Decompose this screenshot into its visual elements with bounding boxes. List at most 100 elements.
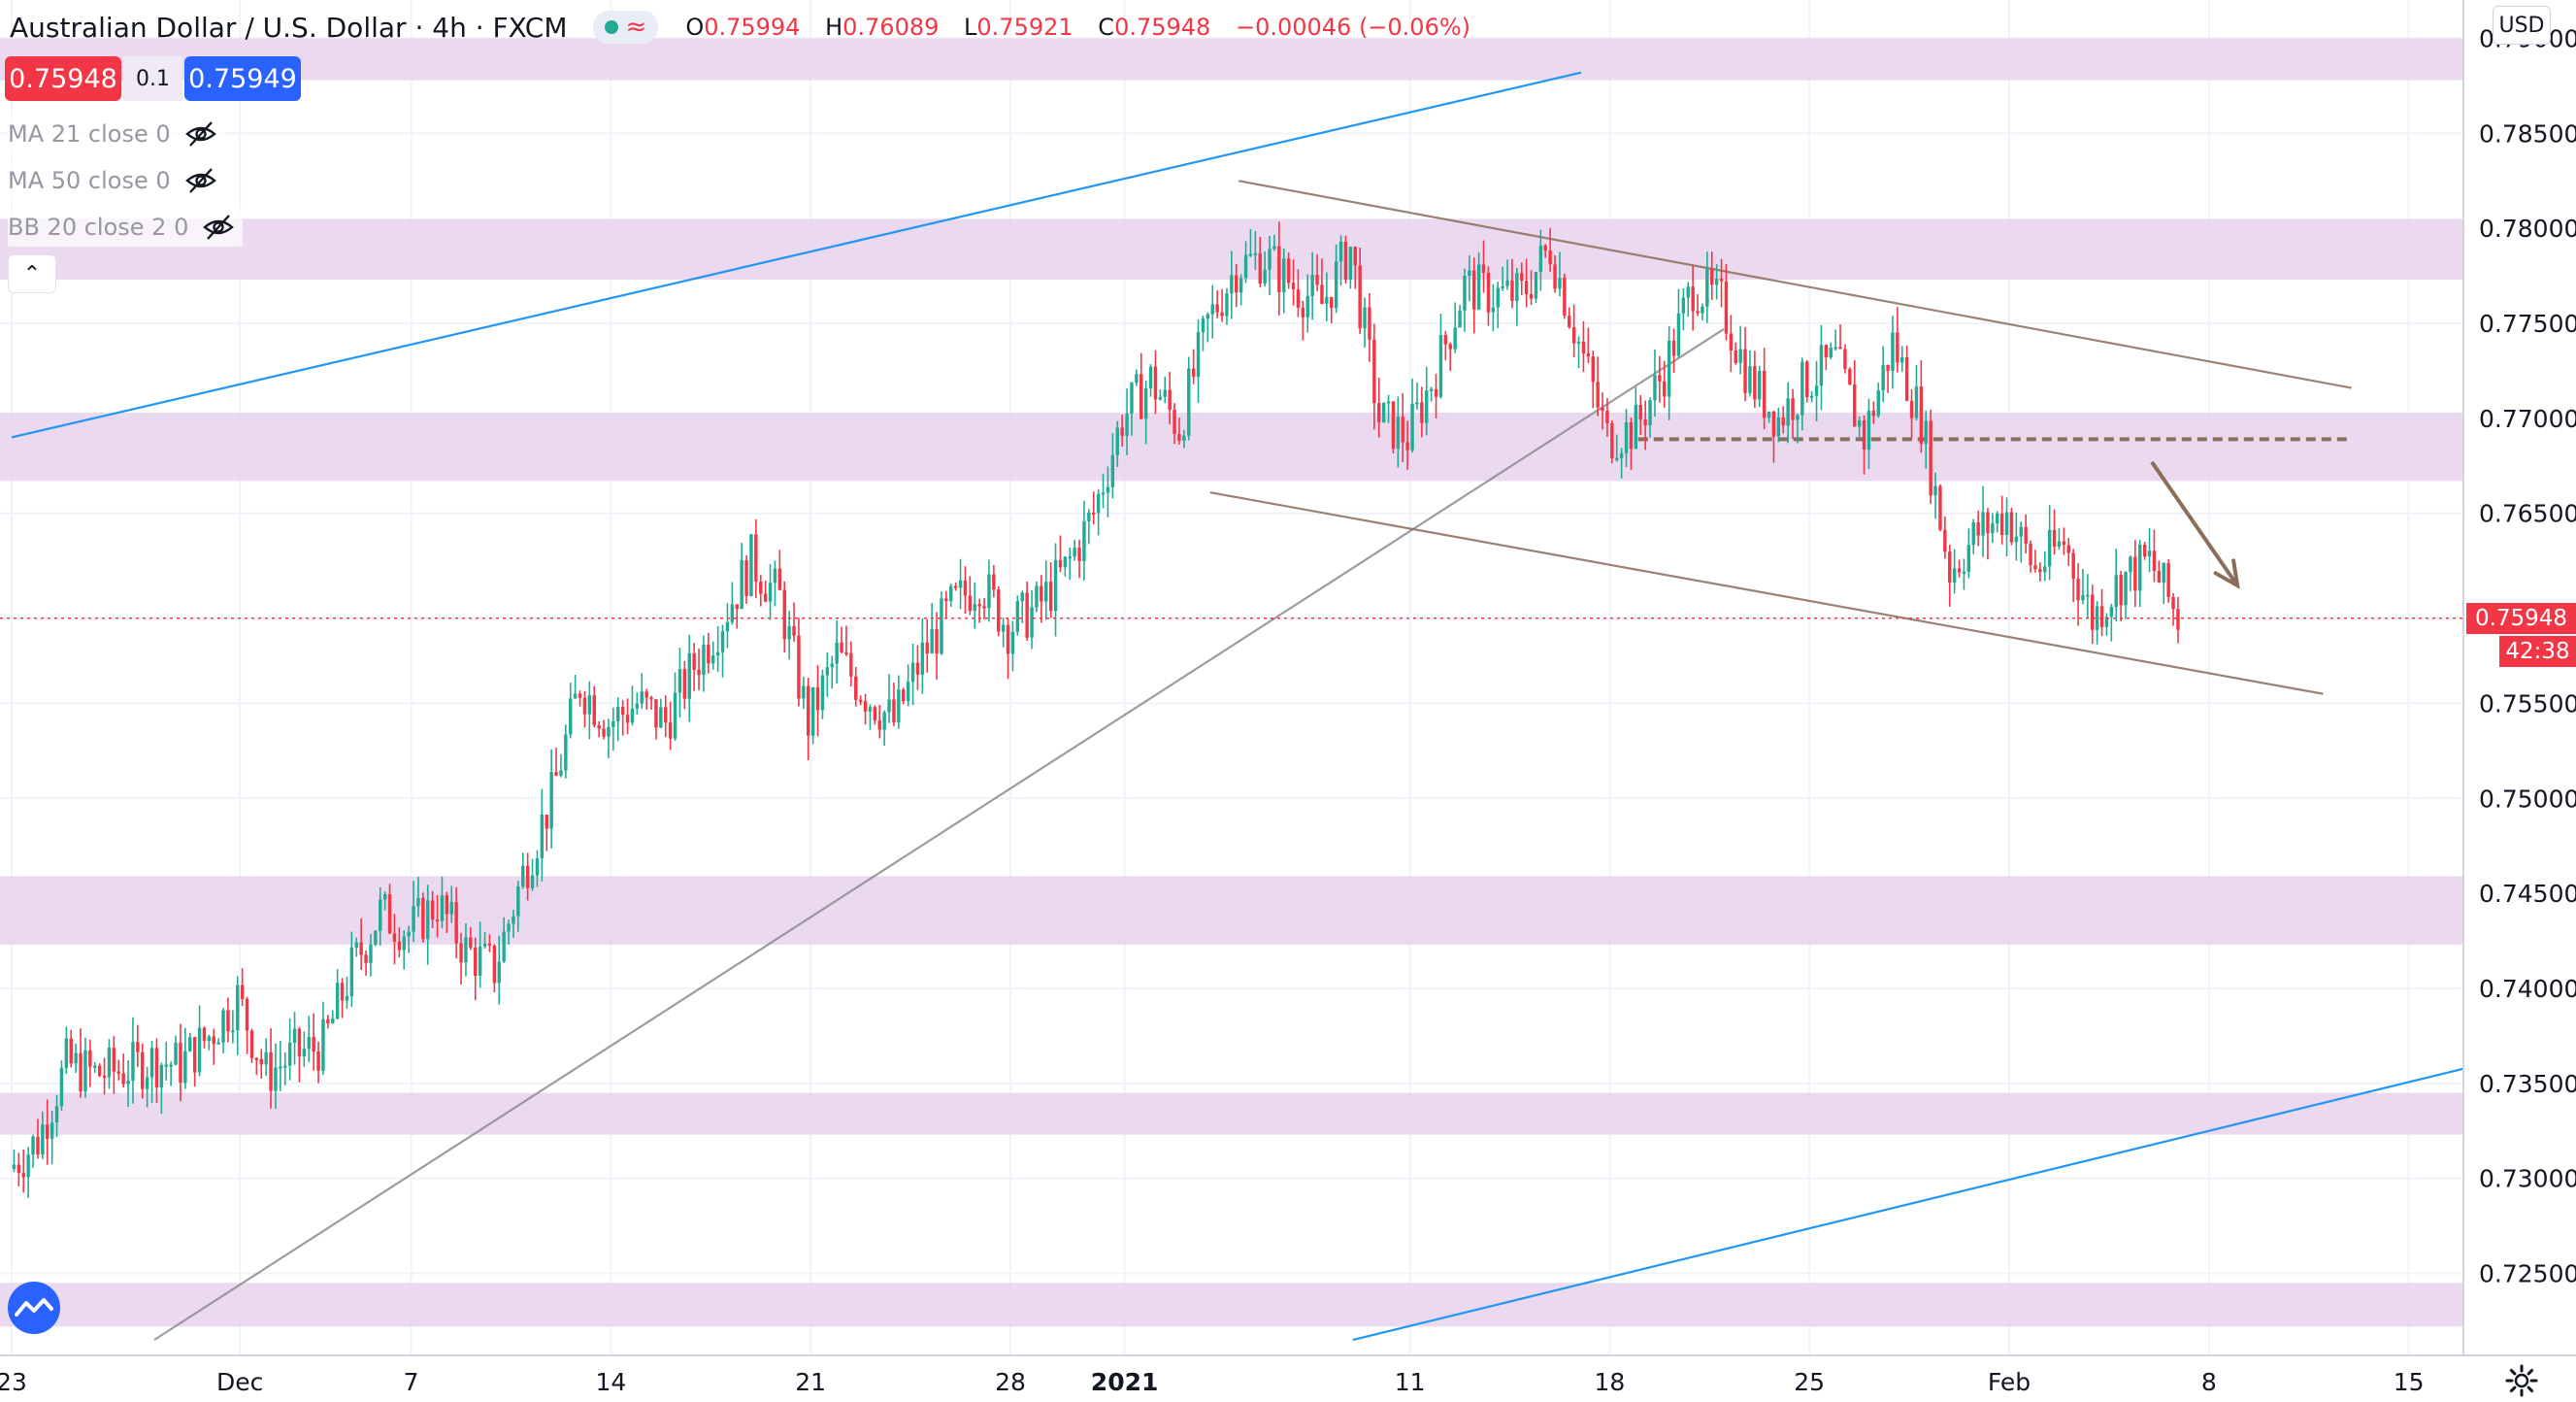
candle-body	[112, 1048, 116, 1072]
indicator-ma50[interactable]: MA 50 close 0	[8, 161, 225, 200]
separator-dot-2: ·	[475, 11, 484, 44]
eye-off-icon[interactable]	[184, 166, 217, 195]
candle-body	[668, 722, 673, 739]
candle-body	[382, 894, 387, 900]
indicator-bb20[interactable]: BB 20 close 2 0	[8, 208, 244, 247]
candle-body	[1819, 345, 1824, 386]
tradingview-logo-icon[interactable]	[8, 1282, 60, 1334]
candle-body	[1015, 601, 1020, 632]
symbol-title[interactable]: Australian Dollar / U.S. Dollar · 4h · F…	[10, 12, 568, 44]
candle-body	[1172, 409, 1176, 435]
price-axis: 0.790000.785000.780000.775000.770000.765…	[2462, 0, 2576, 1402]
candle-body	[559, 770, 563, 776]
candle-body	[1330, 296, 1334, 309]
candle-body	[454, 902, 458, 944]
candle-body	[707, 645, 710, 664]
candle-body	[1472, 270, 1476, 310]
candle-body	[1966, 545, 1971, 572]
market-status[interactable]: ≈	[592, 11, 659, 44]
candle-body	[1729, 333, 1734, 350]
candle-body	[1543, 246, 1547, 251]
indicator-ma21[interactable]: MA 21 close 0	[8, 115, 225, 153]
candle-body	[1601, 407, 1604, 412]
candle-body	[407, 931, 411, 937]
candle-body	[1933, 485, 1937, 496]
candle-body	[1696, 311, 1700, 314]
candle-body	[944, 598, 948, 602]
candle-body	[1296, 288, 1301, 308]
candle-body	[1738, 349, 1742, 363]
candle-body	[982, 606, 986, 609]
candle-body	[840, 642, 843, 652]
candle-body	[1643, 419, 1647, 426]
symbol-name: Australian Dollar / U.S. Dollar	[10, 11, 407, 44]
candle-body	[1410, 404, 1414, 451]
candle-body	[12, 1164, 17, 1169]
candle-body	[1305, 295, 1309, 317]
sell-button[interactable]: 0.75948	[5, 56, 121, 101]
symbol-header[interactable]: Australian Dollar / U.S. Dollar · 4h · F…	[10, 8, 1488, 47]
eye-off-icon[interactable]	[202, 213, 235, 242]
candle-body	[973, 604, 976, 612]
buy-button[interactable]: 0.75949	[184, 56, 301, 101]
time-tick-label: Dec	[216, 1368, 263, 1396]
time-tick-label: 28	[995, 1368, 1026, 1396]
candle-body	[216, 1042, 220, 1045]
candle-body	[787, 626, 791, 640]
candle-body	[525, 865, 530, 888]
candle-body	[602, 728, 606, 737]
candle-body	[126, 1081, 130, 1085]
candle-body	[711, 655, 715, 664]
candle-body	[2009, 512, 2014, 543]
candle-body	[1153, 366, 1158, 400]
time-tick-label: 23	[0, 1368, 27, 1396]
bar-countdown: 42:38	[2499, 635, 2576, 667]
candle-body	[1438, 335, 1443, 397]
candle-body	[958, 580, 963, 588]
time-tick-label: Feb	[1988, 1368, 2031, 1396]
candle-body	[725, 621, 730, 632]
candle-body	[1110, 454, 1115, 487]
candle-body	[1377, 403, 1381, 422]
candle-body	[697, 669, 701, 676]
collapse-indicators-button[interactable]: ⌃	[8, 254, 56, 293]
candle-body	[1187, 368, 1191, 436]
candle-body	[535, 857, 540, 876]
candle-body	[46, 1124, 50, 1140]
candle-body	[1986, 512, 1990, 534]
price-tick-label: 0.78000	[2479, 215, 2576, 243]
candle-body	[1900, 356, 1904, 363]
candle-body	[1220, 312, 1224, 317]
open-value: 0.75994	[704, 14, 801, 41]
candle-body	[392, 933, 397, 942]
candle-body	[849, 652, 853, 677]
eye-off-icon[interactable]	[184, 119, 217, 149]
candle-body	[1044, 582, 1048, 602]
candle-body	[269, 1052, 273, 1091]
candle-body	[1624, 421, 1629, 453]
candle-body	[192, 1037, 197, 1073]
candle-body	[1201, 318, 1205, 333]
candle-body	[321, 1018, 325, 1071]
indicator-label: BB 20 close 2 0	[8, 214, 189, 241]
candle-body	[715, 651, 720, 656]
candle-body	[349, 948, 354, 997]
settings-gear-icon[interactable]	[2502, 1361, 2541, 1400]
candle-body	[1909, 400, 1914, 418]
candle-body	[279, 1066, 282, 1069]
candle-body	[2171, 596, 2175, 610]
candle-body	[2157, 571, 2162, 583]
candle-body	[2086, 594, 2090, 597]
candle-body	[549, 772, 553, 829]
candle-body	[664, 707, 668, 723]
currency-button[interactable]: USD	[2493, 6, 2551, 45]
candle-body	[2057, 541, 2062, 548]
candle-body	[1891, 332, 1895, 371]
candle-body	[1796, 415, 1800, 420]
candle-body	[1139, 374, 1143, 419]
candle-body	[625, 715, 630, 723]
candle-body	[2104, 617, 2109, 627]
candle-body	[64, 1038, 69, 1068]
candle-body	[502, 931, 506, 962]
